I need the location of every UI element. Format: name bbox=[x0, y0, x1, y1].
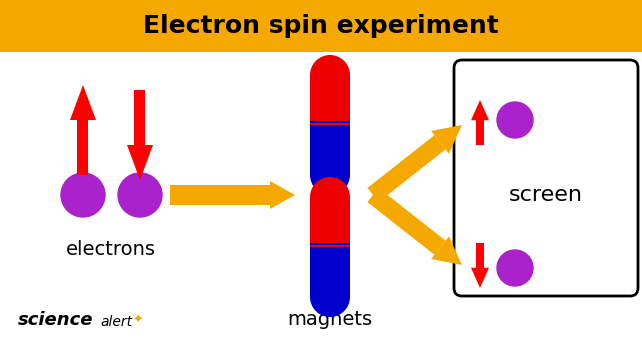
Bar bbox=[476, 120, 484, 145]
Text: alert: alert bbox=[100, 315, 132, 329]
Circle shape bbox=[497, 102, 533, 138]
Bar bbox=[476, 243, 484, 268]
Polygon shape bbox=[471, 268, 489, 288]
Polygon shape bbox=[270, 181, 295, 209]
Circle shape bbox=[61, 173, 105, 217]
Polygon shape bbox=[471, 100, 489, 120]
Ellipse shape bbox=[310, 177, 350, 217]
Polygon shape bbox=[367, 135, 446, 202]
FancyBboxPatch shape bbox=[454, 60, 638, 296]
Bar bbox=[78, 120, 89, 175]
Ellipse shape bbox=[310, 55, 350, 95]
Text: ✦: ✦ bbox=[133, 313, 144, 326]
Bar bbox=[310, 123, 350, 127]
Circle shape bbox=[118, 173, 162, 217]
Bar bbox=[310, 125, 350, 129]
Bar bbox=[310, 124, 350, 174]
Bar bbox=[310, 75, 350, 125]
Ellipse shape bbox=[310, 155, 350, 195]
Bar bbox=[310, 197, 350, 247]
Ellipse shape bbox=[310, 277, 350, 317]
Polygon shape bbox=[367, 188, 446, 255]
Polygon shape bbox=[431, 125, 462, 154]
Polygon shape bbox=[127, 145, 153, 180]
Text: science: science bbox=[18, 311, 94, 329]
Text: screen: screen bbox=[509, 185, 583, 205]
Text: electrons: electrons bbox=[66, 240, 156, 259]
Bar bbox=[310, 247, 350, 251]
Bar bbox=[170, 185, 270, 205]
Bar bbox=[310, 243, 350, 251]
Bar bbox=[310, 246, 350, 296]
Bar bbox=[310, 245, 350, 249]
Polygon shape bbox=[431, 236, 462, 265]
Polygon shape bbox=[70, 85, 96, 120]
Text: Electron spin experiment: Electron spin experiment bbox=[143, 14, 499, 38]
Text: magnets: magnets bbox=[288, 310, 372, 329]
Bar bbox=[0, 0, 642, 52]
Bar bbox=[135, 90, 146, 145]
Circle shape bbox=[497, 250, 533, 286]
Bar bbox=[310, 121, 350, 129]
